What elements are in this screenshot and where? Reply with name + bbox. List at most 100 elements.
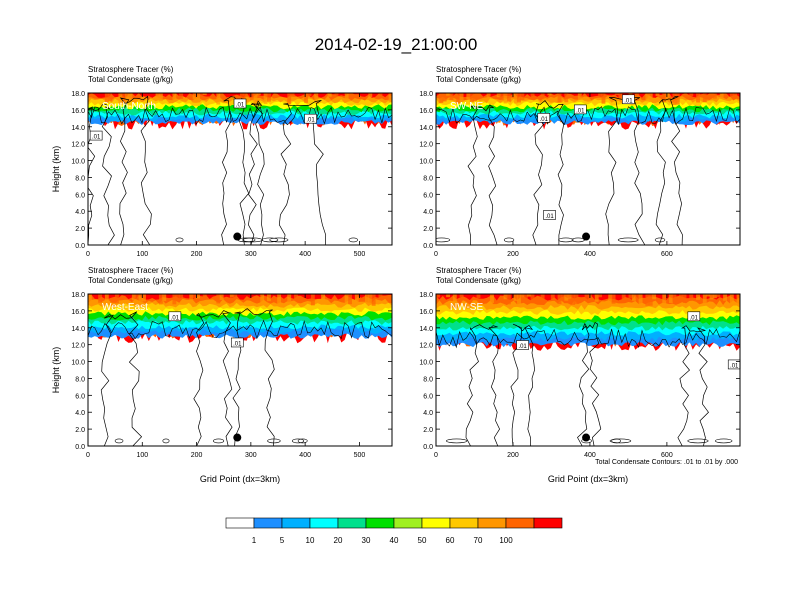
tracer-streak: [712, 294, 717, 299]
plot-area: [436, 294, 740, 446]
contour-label: .01: [171, 315, 180, 321]
tracer-streak: [645, 93, 650, 102]
tracer-streak: [598, 93, 603, 98]
condensate-contour: [278, 99, 327, 245]
tracer-streak: [121, 93, 126, 104]
x-axis-label: Grid Point (dx=3km): [548, 474, 628, 484]
y-tick-label: 4.0: [75, 410, 85, 417]
colorbar-label: 100: [499, 536, 513, 545]
y-tick-label: 16.0: [71, 108, 85, 115]
tracer-streak: [368, 294, 373, 305]
colorbar-label: 40: [390, 536, 399, 545]
x-tick-label: 500: [354, 251, 366, 258]
contour-label-box: [168, 311, 182, 322]
y-tick-label: 16.0: [419, 309, 433, 316]
colorbar: 1 5 10 20 30 40 50 60 70 100: [225, 517, 563, 545]
location-marker: [582, 433, 591, 442]
condensate-contour: [193, 310, 233, 446]
figure-title: 2014-02-19_21:00:00: [315, 35, 478, 54]
colorbar-label: 50: [418, 536, 427, 545]
tracer-streak: [598, 294, 603, 298]
tracer-streak: [503, 294, 508, 300]
y-tick-label: 0.0: [423, 444, 433, 451]
tracer-streak: [202, 93, 207, 96]
y-tick-label: 2.0: [423, 427, 433, 434]
tracer-streak: [733, 93, 738, 98]
tracer-streak: [571, 294, 575, 305]
condensate-contour: [119, 95, 152, 245]
tracer-streak: [364, 294, 369, 303]
tracer-streak: [219, 294, 224, 300]
tracer-streak: [439, 93, 444, 103]
tracer-streak: [520, 93, 525, 100]
colorbar-label: 60: [446, 536, 455, 545]
tracer-streak: [158, 93, 163, 102]
y-tick-label: 0.0: [75, 243, 85, 250]
y-tick-label: 10.0: [71, 159, 85, 166]
panel-sw-ne: .01 .01 .01 .01 SW-NE 0.0 2.0 4.0 6.0 8.0 10.0 12.0…: [419, 65, 741, 258]
colorbar-swatch: [477, 517, 507, 529]
tracer-streak: [260, 294, 265, 305]
condensate-contour: [617, 237, 639, 243]
tracer-streak: [354, 294, 359, 304]
panel-header-condensate: Total Condensate (g/kg): [436, 75, 521, 84]
tracer-streak: [88, 294, 92, 302]
condensate-contour: [465, 324, 500, 446]
colorbar-swatch: [365, 517, 395, 529]
tracer-streak: [675, 93, 680, 105]
tracer-streak: [287, 93, 292, 105]
tracer-streak: [665, 93, 670, 100]
condensate-contour: [503, 237, 515, 243]
tracer-streak: [263, 93, 268, 104]
tracer-streak: [442, 93, 447, 102]
contour-label: .01: [518, 344, 527, 350]
tracer-streak: [621, 294, 626, 303]
x-tick-label: 0: [434, 452, 438, 459]
tracer-streak: [267, 294, 271, 302]
y-tick-label: 4.0: [423, 209, 433, 216]
condensate-contour: [687, 438, 709, 444]
panel-label: South-North: [102, 101, 156, 112]
tracer-streak: [473, 93, 478, 102]
x-tick-label: 200: [191, 251, 203, 258]
condensate-contour: [213, 438, 225, 444]
condensate-contour: [467, 104, 498, 245]
location-marker: [233, 433, 242, 442]
tracer-streak: [368, 93, 373, 98]
tracer-streak: [540, 294, 545, 305]
panel-header-condensate: Total Condensate (g/kg): [88, 75, 173, 84]
tracer-streak: [669, 294, 673, 303]
condensate-contour: [232, 308, 275, 446]
x-tick-label: 200: [191, 452, 203, 459]
colorbar-swatch: [449, 517, 479, 529]
tracer-streak: [547, 93, 552, 96]
tracer-streak: [696, 93, 700, 103]
tracer-streak: [142, 294, 146, 302]
tracer-streak: [294, 294, 298, 299]
tracer-streak: [135, 294, 140, 299]
tracer-streak: [520, 294, 525, 298]
tracer-streak: [608, 294, 613, 303]
colorbar-swatch: [533, 517, 563, 529]
tracer-streak: [550, 294, 555, 301]
x-tick-label: 600: [661, 452, 673, 459]
tracer-streak: [655, 93, 660, 97]
location-marker: [233, 232, 242, 241]
plot-frame: [87, 293, 393, 447]
y-tick-label: 6.0: [75, 192, 85, 199]
panel-header-tracer: Stratosphere Tracer (%): [88, 65, 174, 74]
tracer-streak: [321, 294, 325, 305]
y-tick-label: 18.0: [71, 292, 85, 299]
contour-label: .01: [233, 341, 242, 347]
condensate-contour: [261, 237, 279, 243]
y-tick-label: 18.0: [71, 91, 85, 98]
tracer-streak: [253, 93, 258, 105]
tracer-streak: [662, 93, 667, 103]
contour-label: .01: [545, 214, 554, 220]
y-tick-label: 16.0: [71, 309, 85, 316]
panel-label: West-East: [102, 302, 148, 313]
x-tick-label: 200: [507, 452, 519, 459]
tracer-streak: [371, 294, 376, 306]
tracer-streak: [277, 294, 282, 305]
